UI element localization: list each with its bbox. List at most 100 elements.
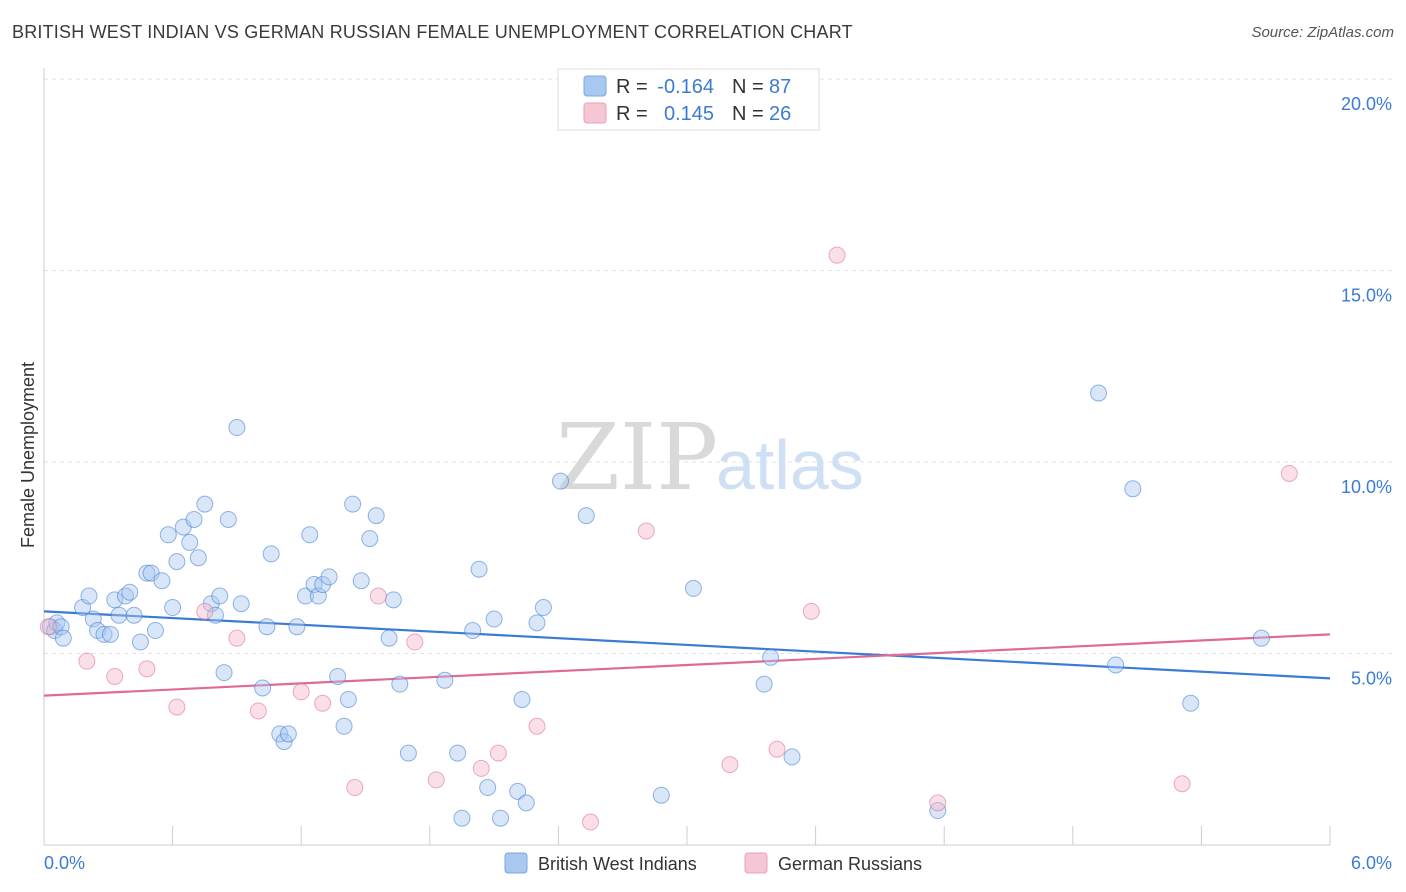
data-point: [275, 733, 293, 751]
legend-r-label-1: R =: [616, 76, 648, 98]
data-point: [164, 599, 182, 617]
data-point: [1173, 775, 1191, 793]
data-point: [131, 633, 149, 651]
data-point: [185, 510, 203, 528]
source-attribution: Source: ZipAtlas.com: [1251, 24, 1394, 41]
series-legend: British West Indians German Russians: [504, 852, 922, 874]
data-point: [492, 809, 510, 827]
bottom-legend-swatch-pink: [744, 852, 768, 874]
data-point: [528, 614, 546, 632]
legend-swatch-blue: [583, 75, 607, 97]
data-point: [479, 779, 497, 797]
series-points-german-russians: [39, 246, 1298, 831]
data-point: [768, 740, 786, 758]
data-point: [344, 495, 362, 513]
y-tick-label: 5.0%: [1351, 669, 1392, 689]
data-point: [1124, 480, 1142, 498]
y-tick-label: 10.0%: [1341, 477, 1392, 497]
data-point: [288, 618, 306, 636]
y-tick-label: 20.0%: [1341, 94, 1392, 114]
y-axis-label: Female Unemployment: [18, 362, 38, 548]
data-point: [106, 667, 124, 685]
x-tick-label-start: 0.0%: [44, 853, 85, 873]
data-point: [279, 725, 297, 743]
data-point: [929, 794, 947, 812]
legend-n-value-1: 87: [769, 76, 791, 98]
data-point: [534, 599, 552, 617]
data-point: [380, 629, 398, 647]
data-point: [528, 717, 546, 735]
data-point: [517, 794, 535, 812]
data-point: [582, 813, 600, 831]
data-point: [352, 572, 370, 590]
data-point: [361, 530, 379, 548]
data-point: [509, 782, 527, 800]
data-point: [369, 587, 387, 605]
data-point: [513, 690, 531, 708]
y-tick-label: 15.0%: [1341, 286, 1392, 306]
data-point: [219, 510, 237, 528]
data-point: [577, 507, 595, 525]
data-point: [427, 771, 445, 789]
data-point: [138, 660, 156, 678]
data-point: [168, 553, 186, 571]
bottom-legend-label-blue: British West Indians: [538, 854, 697, 874]
data-point: [489, 744, 507, 762]
data-point: [1107, 656, 1125, 674]
data-point: [125, 606, 143, 624]
data-point: [721, 756, 739, 774]
data-point: [485, 610, 503, 628]
data-point: [153, 572, 171, 590]
data-point: [652, 786, 670, 804]
data-point: [406, 633, 424, 651]
data-point: [335, 717, 353, 735]
data-point: [755, 675, 773, 693]
data-point: [1090, 384, 1108, 402]
bottom-legend-label-pink: German Russians: [778, 854, 922, 874]
bottom-legend-swatch-blue: [504, 852, 528, 874]
trend-line-german-russians: [43, 633, 1331, 697]
data-point: [391, 675, 409, 693]
data-point: [206, 606, 224, 624]
watermark: ZIP atlas: [556, 404, 864, 511]
data-point: [189, 549, 207, 567]
data-points: [39, 246, 1298, 831]
data-point: [95, 625, 113, 643]
data-point: [684, 579, 702, 597]
data-point: [301, 526, 319, 544]
data-point: [296, 587, 314, 605]
data-point: [436, 671, 454, 689]
legend-r-value-2: 0.145: [664, 103, 714, 125]
data-point: [232, 595, 250, 613]
data-point: [320, 568, 338, 586]
data-point: [228, 419, 246, 437]
data-point: [637, 522, 655, 540]
data-point: [181, 533, 199, 551]
data-point: [464, 622, 482, 640]
data-point: [453, 809, 471, 827]
data-point: [305, 576, 323, 594]
data-point: [249, 702, 267, 720]
watermark-zip: ZIP: [556, 404, 718, 511]
data-point: [828, 246, 846, 264]
data-point: [146, 622, 164, 640]
data-point: [168, 698, 186, 716]
data-point: [367, 507, 385, 525]
data-point: [211, 587, 229, 605]
data-point: [54, 629, 72, 647]
legend-n-label-1: N =: [732, 76, 764, 98]
data-point: [80, 587, 98, 605]
data-point: [215, 664, 233, 682]
trend-line-british-west-indians: [43, 610, 1331, 680]
data-point: [1182, 694, 1200, 712]
watermark-atlas: atlas: [716, 426, 864, 504]
data-point: [78, 652, 96, 670]
data-point: [121, 583, 139, 601]
data-point: [254, 679, 272, 697]
data-point: [472, 759, 490, 777]
data-point: [399, 744, 417, 762]
data-point: [258, 618, 276, 636]
data-point: [228, 629, 246, 647]
data-point: [802, 602, 820, 620]
